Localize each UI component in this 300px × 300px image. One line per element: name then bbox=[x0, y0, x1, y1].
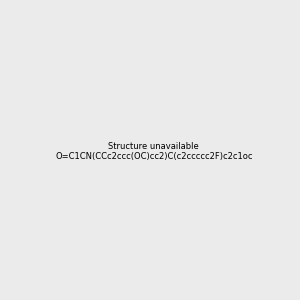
Text: Structure unavailable
O=C1CN(CCc2ccc(OC)cc2)C(c2ccccc2F)c2c1oc: Structure unavailable O=C1CN(CCc2ccc(OC)… bbox=[55, 142, 253, 161]
